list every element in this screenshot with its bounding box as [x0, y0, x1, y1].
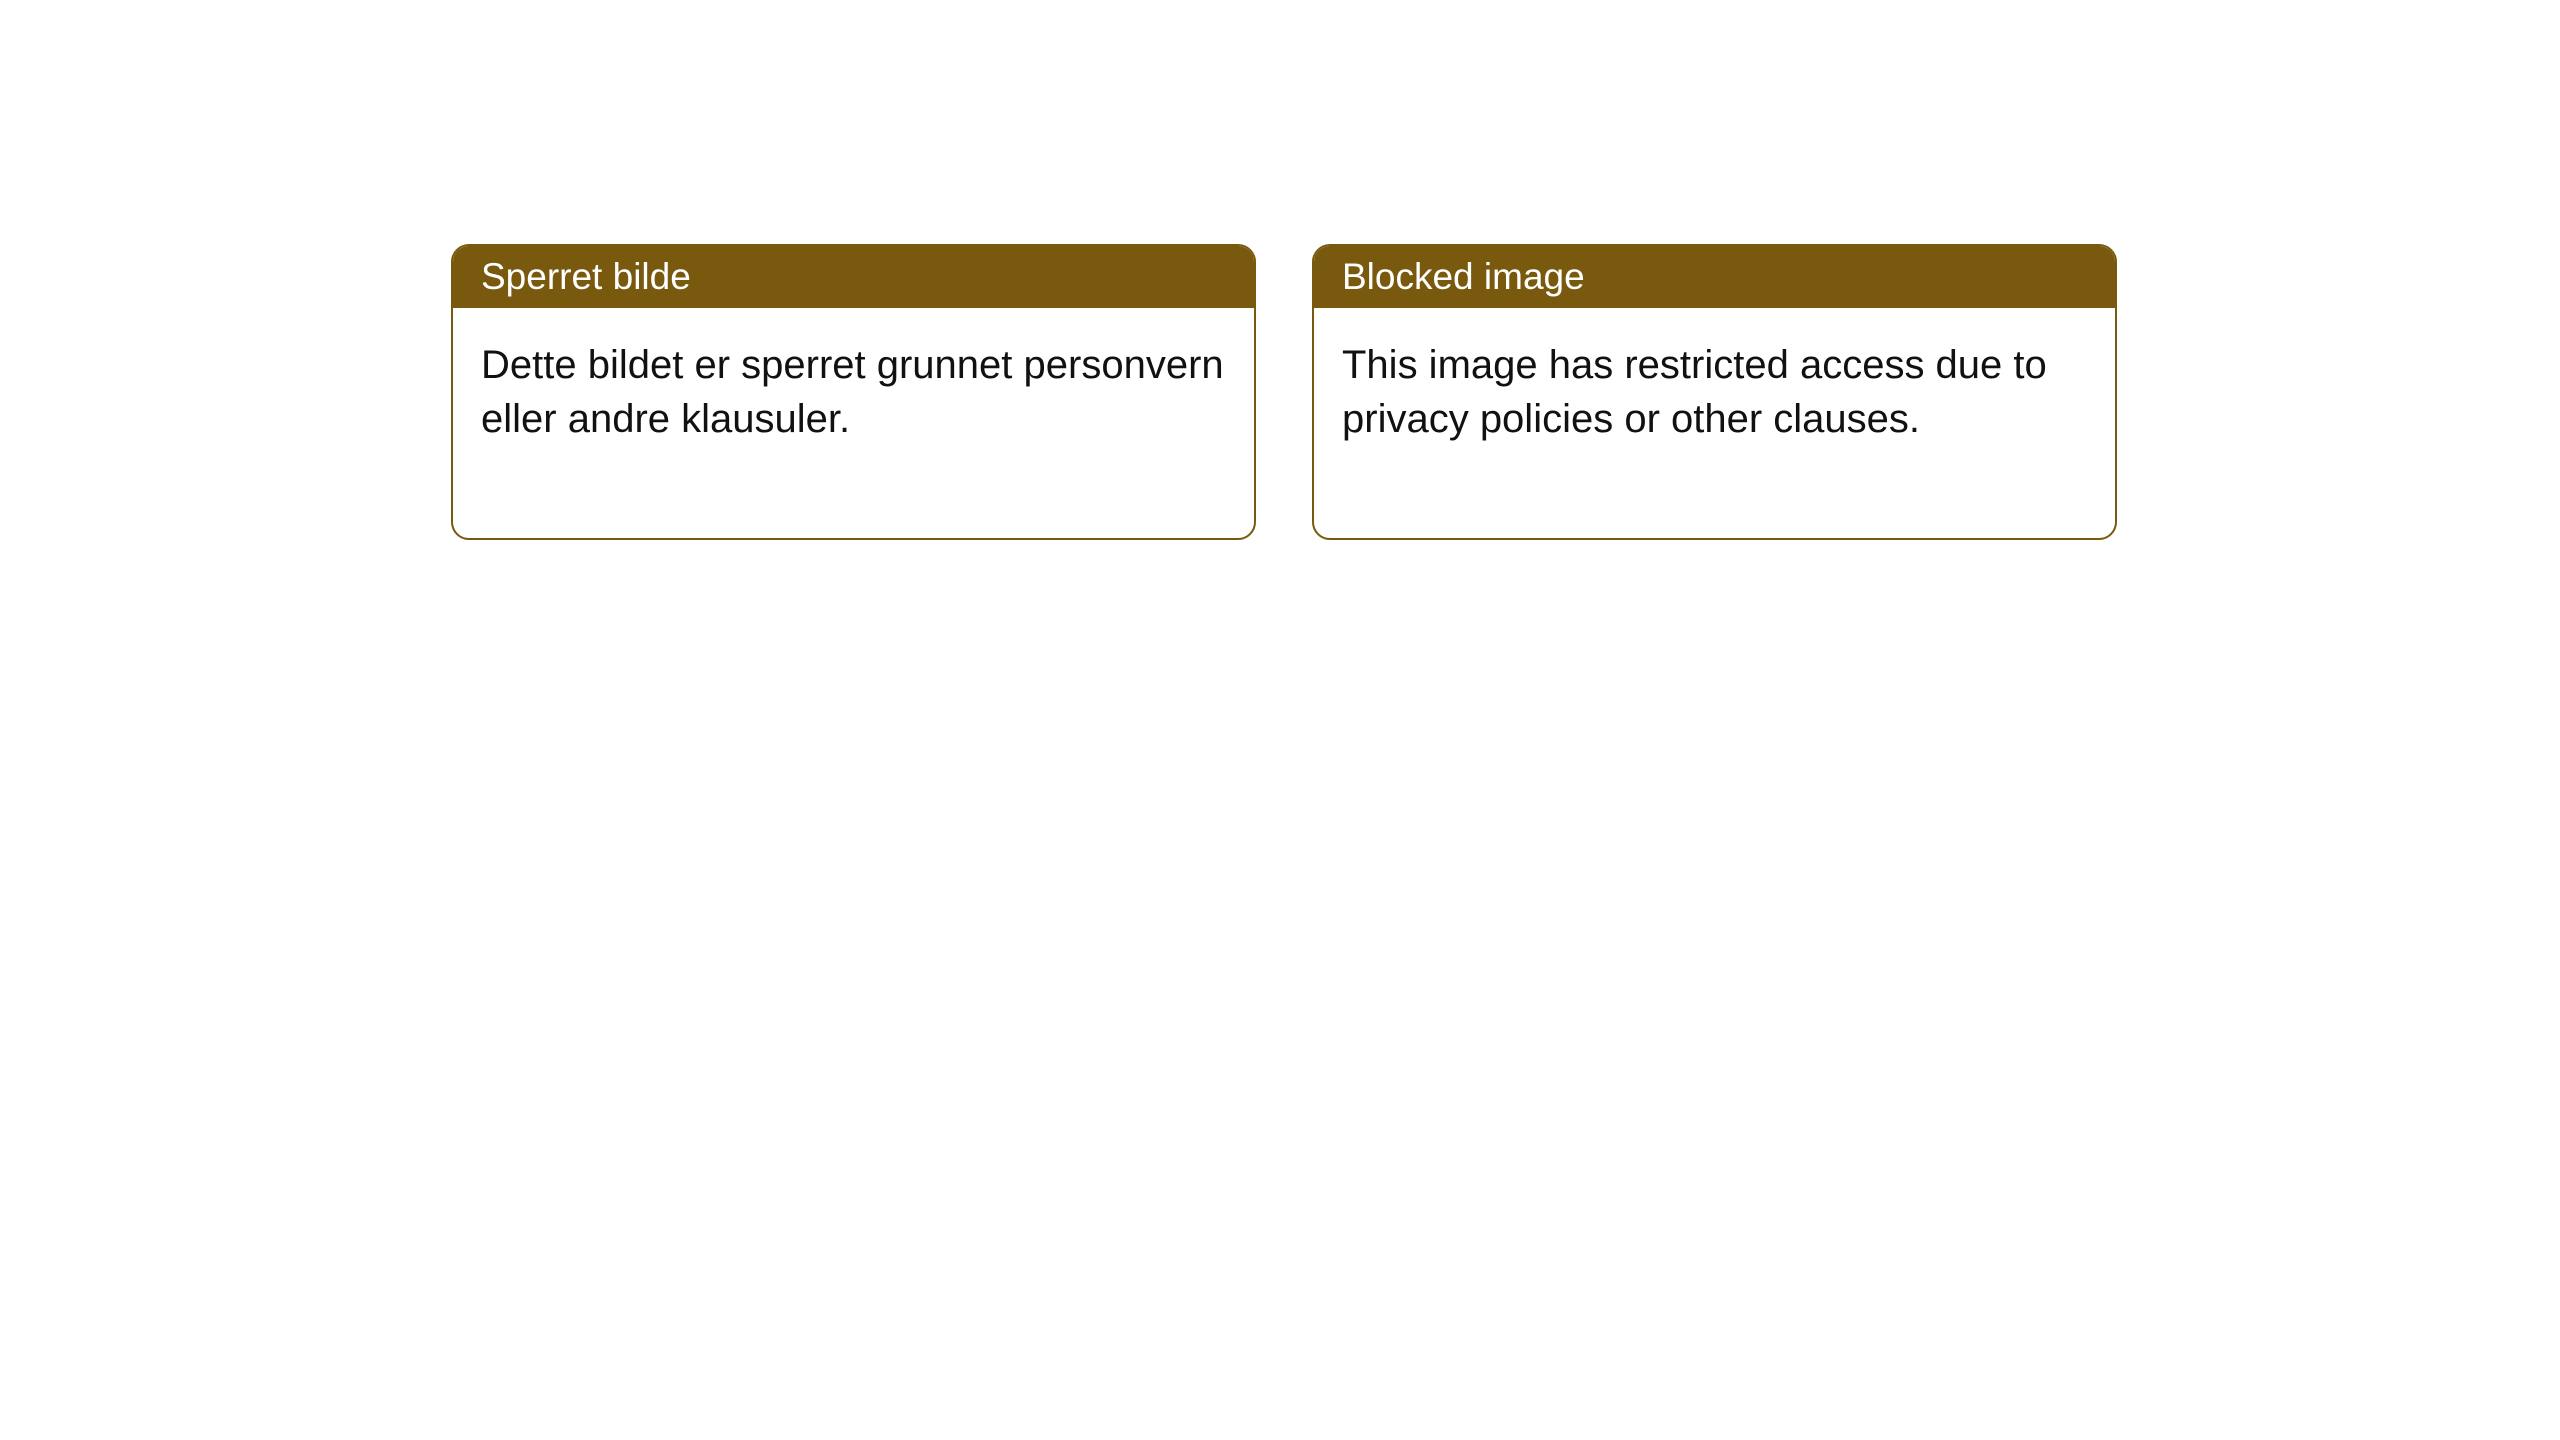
cards-container: Sperret bilde Dette bildet er sperret gr… [0, 0, 2560, 540]
blocked-image-card-no: Sperret bilde Dette bildet er sperret gr… [451, 244, 1256, 540]
card-body-no: Dette bildet er sperret grunnet personve… [453, 308, 1254, 538]
blocked-image-card-en: Blocked image This image has restricted … [1312, 244, 2117, 540]
card-title-no: Sperret bilde [453, 246, 1254, 308]
card-title-en: Blocked image [1314, 246, 2115, 308]
card-body-en: This image has restricted access due to … [1314, 308, 2115, 538]
